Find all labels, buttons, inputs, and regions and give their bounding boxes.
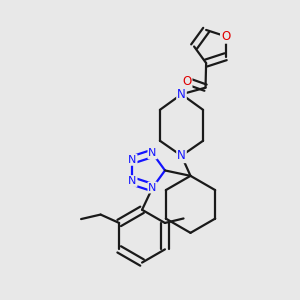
- Text: N: N: [177, 88, 186, 101]
- Text: N: N: [148, 148, 157, 158]
- Text: N: N: [128, 155, 136, 165]
- Text: N: N: [177, 149, 186, 162]
- Text: O: O: [221, 30, 230, 43]
- Text: N: N: [148, 183, 157, 193]
- Text: N: N: [128, 176, 136, 186]
- Text: O: O: [182, 74, 191, 88]
